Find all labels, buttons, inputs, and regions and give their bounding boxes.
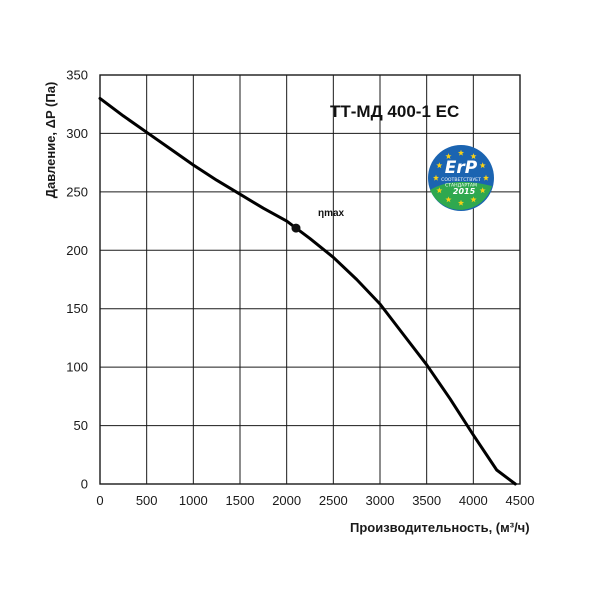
- star-icon: [445, 153, 452, 159]
- eta-max-marker: [291, 223, 301, 233]
- erp-badge-main: ErP: [445, 158, 478, 178]
- y-tick-label: 350: [66, 68, 88, 83]
- x-tick-label: 0: [96, 493, 103, 508]
- plot-frame: [99, 74, 521, 485]
- star-icon: [436, 187, 443, 194]
- y-tick-label: 150: [66, 301, 88, 316]
- pressure-curve: [98, 96, 517, 486]
- y-tick-label: 0: [81, 477, 88, 492]
- star-icon: [457, 199, 465, 206]
- y-tick-labels: 0 50 100 150 200 250 300 350: [66, 68, 88, 492]
- star-icon: [479, 162, 486, 169]
- grid: [99, 74, 521, 485]
- chart-title: ТТ-МД 400-1 ЕС: [330, 102, 459, 121]
- x-tick-label: 2000: [272, 493, 301, 508]
- erp-badge: ErP СООТВЕТСТВУЕТ СТАНДАРТАМ 2015: [428, 145, 494, 211]
- erp-badge-line1: СООТВЕТСТВУЕТ: [441, 177, 481, 183]
- erp-badge-year: 2015: [453, 187, 476, 196]
- eta-max-label: ηmax: [318, 208, 345, 219]
- erp-badge-green-wave: [430, 181, 492, 210]
- y-axis-title: Давление, ΔP (Па): [43, 82, 58, 199]
- x-tick-label: 2500: [319, 493, 348, 508]
- x-tick-label: 3500: [412, 493, 441, 508]
- y-tick-label: 300: [66, 126, 88, 141]
- erp-badge-line2: СТАНДАРТАМ: [445, 183, 477, 189]
- star-icon: [457, 149, 465, 156]
- y-tick-label: 250: [66, 184, 88, 199]
- y-tick-label: 100: [66, 360, 88, 375]
- x-axis-title: Производительность, (м³/ч): [350, 520, 530, 535]
- star-icon: [445, 196, 452, 203]
- star-icon: [470, 153, 477, 159]
- x-tick-label: 4000: [459, 493, 488, 508]
- x-tick-labels: 0 500 1000 1500 2000 2500 3000 3500 4000 4500: [96, 493, 534, 508]
- y-tick-label: 50: [74, 418, 88, 433]
- erp-badge-stars: [432, 149, 490, 206]
- star-icon: [479, 187, 486, 194]
- x-tick-label: 500: [136, 493, 158, 508]
- x-tick-label: 3000: [366, 493, 395, 508]
- x-tick-label: 1500: [226, 493, 255, 508]
- y-tick-label: 200: [66, 243, 88, 258]
- star-icon: [482, 174, 490, 181]
- star-icon: [432, 174, 440, 181]
- x-tick-label: 4500: [506, 493, 535, 508]
- star-icon: [470, 196, 477, 203]
- star-icon: [436, 162, 443, 169]
- x-tick-label: 1000: [179, 493, 208, 508]
